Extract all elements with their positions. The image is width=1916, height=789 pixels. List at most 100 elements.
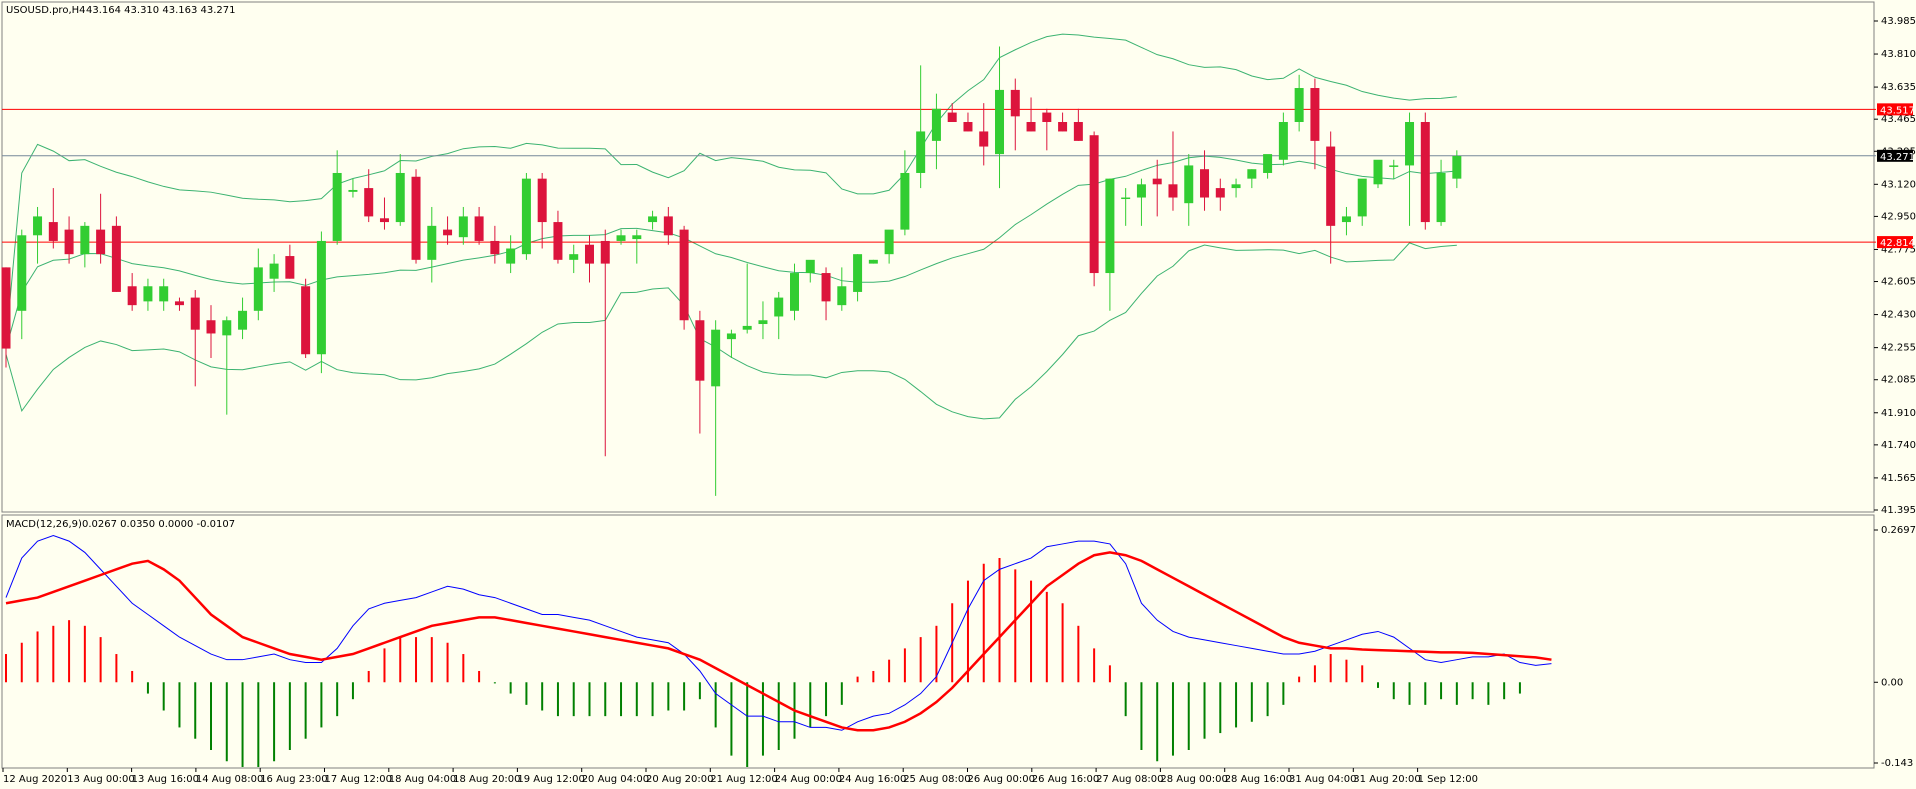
candle bbox=[1152, 159, 1162, 217]
candle-body bbox=[963, 122, 973, 132]
candle bbox=[1405, 112, 1415, 226]
candle-body bbox=[742, 325, 752, 330]
macd-tick-label: -0.143 bbox=[1881, 758, 1913, 769]
candle-body bbox=[758, 320, 768, 325]
price-tags: 43.517 42.814 43.271 bbox=[1877, 103, 1915, 249]
candle-body bbox=[726, 333, 736, 340]
candle-body bbox=[1026, 122, 1036, 132]
candle-body bbox=[553, 222, 563, 260]
candle-body bbox=[1184, 165, 1194, 204]
candle-body bbox=[1452, 155, 1462, 179]
candle bbox=[490, 225, 500, 264]
candle-body bbox=[1373, 159, 1383, 185]
candle-body bbox=[1231, 184, 1241, 189]
candle bbox=[1136, 178, 1146, 226]
candle-body bbox=[64, 229, 74, 255]
candle-body bbox=[238, 310, 248, 330]
candle bbox=[931, 93, 941, 170]
time-tick-label: 1 Sep 12:00 bbox=[1418, 774, 1478, 785]
time-tick-label: 27 Aug 08:00 bbox=[1096, 774, 1163, 785]
macd-values-label: 0.0267 0.0350 0.0000 -0.0107 bbox=[82, 519, 235, 530]
h-line-tag-label: 43.517 bbox=[1880, 105, 1915, 116]
candle bbox=[64, 216, 74, 264]
candle bbox=[111, 216, 121, 292]
macd-axis: 0.2697 0.00 -0.143 bbox=[1874, 525, 1916, 769]
time-tick-label: 26 Aug 00:00 bbox=[968, 774, 1035, 785]
macd-tick-label: 0.2697 bbox=[1881, 525, 1916, 536]
candle bbox=[742, 263, 752, 334]
price-tick-label: 43.465 bbox=[1881, 114, 1916, 125]
candle bbox=[127, 273, 137, 311]
candle-body bbox=[790, 273, 799, 311]
candle bbox=[1, 267, 11, 368]
candle-body bbox=[1247, 169, 1257, 179]
macd-tick-label: 0.00 bbox=[1881, 677, 1903, 688]
candle-body bbox=[269, 263, 279, 279]
candle-body bbox=[253, 267, 263, 311]
price-tick-label: 41.910 bbox=[1881, 408, 1916, 419]
candle bbox=[33, 206, 43, 264]
candle-body bbox=[537, 178, 547, 223]
candle bbox=[648, 210, 658, 230]
candle-body bbox=[332, 172, 342, 241]
candle bbox=[1058, 112, 1068, 132]
h-line-tag bbox=[1877, 236, 1913, 249]
candle bbox=[947, 103, 957, 123]
candle bbox=[411, 169, 421, 264]
candle bbox=[506, 235, 516, 274]
candle-body bbox=[1010, 89, 1020, 117]
candle-body bbox=[979, 131, 989, 147]
candle-body bbox=[616, 235, 626, 241]
macd-lines bbox=[5, 534, 1552, 732]
candle bbox=[1341, 206, 1351, 236]
candle bbox=[695, 310, 705, 434]
candle bbox=[285, 244, 295, 279]
time-tick-label: 28 Aug 00:00 bbox=[1160, 774, 1227, 785]
candle bbox=[521, 172, 531, 260]
candle-body bbox=[1341, 216, 1351, 223]
price-tick-label: 42.950 bbox=[1881, 211, 1916, 222]
price-tick-label: 42.255 bbox=[1881, 343, 1916, 354]
h-line-tag bbox=[1877, 103, 1913, 116]
candle bbox=[17, 229, 27, 340]
candle-body bbox=[190, 297, 200, 330]
candle-body bbox=[1389, 165, 1399, 167]
symbol-label: USOUSD.pro,H4 bbox=[6, 5, 86, 16]
time-tick-label: 31 Aug 04:00 bbox=[1289, 774, 1356, 785]
macd-histogram bbox=[5, 558, 1521, 767]
candle bbox=[1326, 131, 1336, 264]
candle-body bbox=[490, 240, 500, 255]
candle bbox=[790, 263, 799, 321]
candle-body bbox=[458, 216, 468, 238]
candle bbox=[96, 193, 106, 264]
candle bbox=[1089, 131, 1099, 287]
price-tick-label: 41.395 bbox=[1881, 505, 1916, 516]
time-tick-label: 12 Aug 2020 bbox=[3, 774, 67, 785]
price-tick-label: 43.635 bbox=[1881, 82, 1916, 93]
macd-pane[interactable] bbox=[1, 514, 1875, 769]
candle bbox=[884, 229, 894, 264]
price-tick-label: 42.085 bbox=[1881, 375, 1916, 386]
candle-body bbox=[443, 229, 453, 236]
candle-body bbox=[301, 286, 311, 355]
candle bbox=[868, 259, 878, 264]
candle bbox=[679, 225, 689, 330]
candle bbox=[1294, 74, 1304, 132]
candle bbox=[537, 172, 547, 249]
candle-body bbox=[805, 259, 815, 274]
candle bbox=[458, 206, 468, 245]
price-tick-label: 42.775 bbox=[1881, 244, 1916, 255]
candle-body bbox=[348, 189, 358, 192]
price-tick-label: 41.740 bbox=[1881, 440, 1916, 451]
price-tick-label: 43.985 bbox=[1881, 16, 1916, 27]
candle-body bbox=[379, 218, 389, 223]
candle bbox=[159, 278, 169, 311]
candle bbox=[443, 216, 453, 245]
candle bbox=[1310, 78, 1320, 170]
candle bbox=[348, 178, 358, 198]
candle-body bbox=[1073, 122, 1083, 141]
candle bbox=[553, 210, 563, 264]
candle-body bbox=[1136, 184, 1146, 198]
price-pane[interactable] bbox=[1, 1, 1875, 513]
